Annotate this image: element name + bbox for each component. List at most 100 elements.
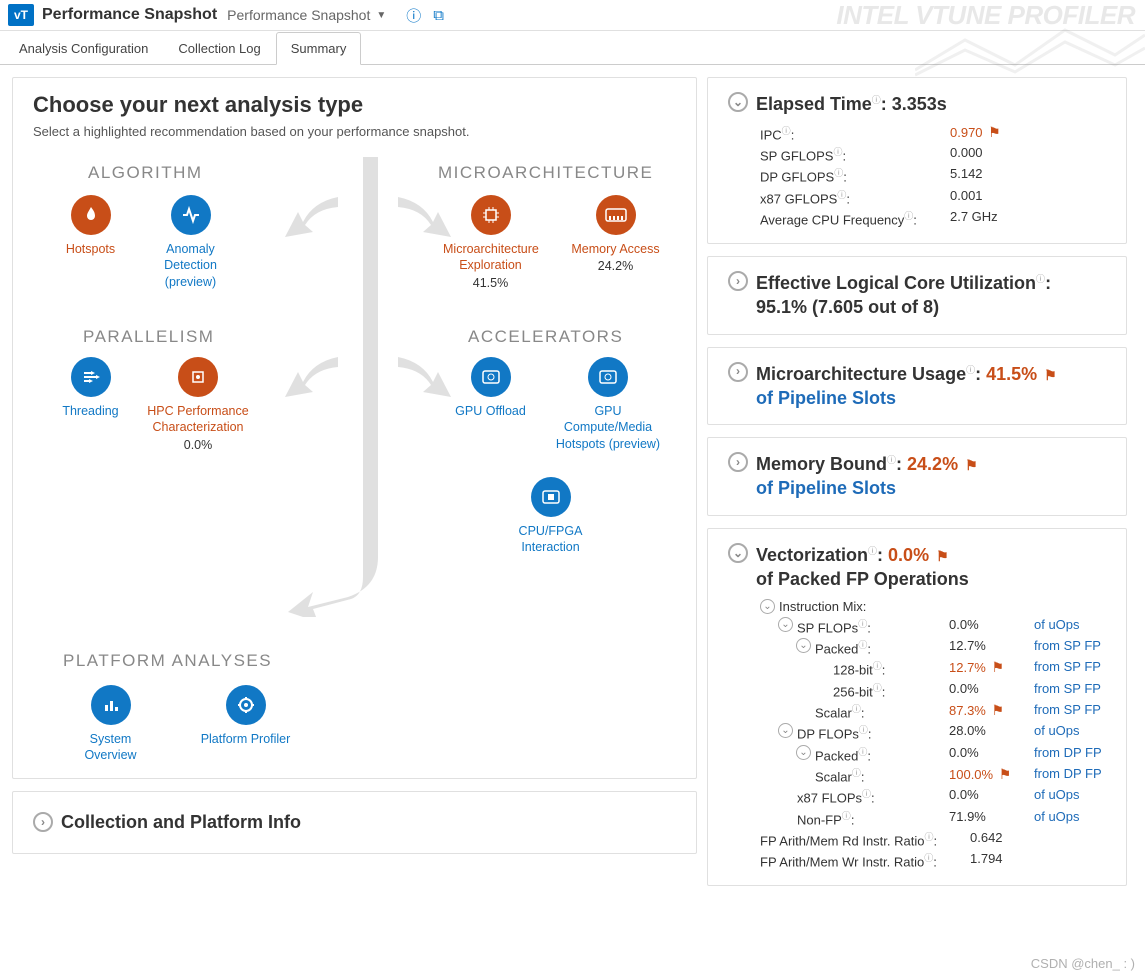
hotspots-icon (71, 195, 111, 235)
microarch-usage-panel: › Microarchitecture Usageⓘ: 41.5% ⚑ of P… (707, 347, 1127, 426)
analysis-grid: ALGORITHM Hotspots Anomaly Detection (pr… (33, 157, 676, 617)
metric-link[interactable]: of uOps (1034, 617, 1080, 635)
metric-link[interactable]: from DP FP (1034, 745, 1102, 763)
microexp-label: Microarchitecture Exploration (443, 241, 538, 274)
dropdown-caret-icon[interactable]: ▼ (376, 10, 386, 21)
analysis-fpga[interactable]: CPU/FPGA Interaction (503, 477, 598, 556)
analysis-gpucompute[interactable]: GPU Compute/Media Hotspots (preview) (553, 357, 663, 452)
category-microarch: MICROARCHITECTURE (438, 163, 653, 183)
metric-value: 100.0% ⚑ (949, 766, 1034, 784)
collapse-icon[interactable]: ⌄ (796, 745, 811, 760)
hotspots-label: Hotspots (43, 241, 138, 257)
membound-header: Memory Boundⓘ: 24.2% ⚑ of Pipeline Slots (756, 452, 1106, 501)
collapse-icon[interactable]: ⌄ (778, 617, 793, 632)
elapsed-header: Elapsed Timeⓘ: 3.353s (756, 92, 1106, 116)
metric-link[interactable]: from DP FP (1034, 766, 1102, 784)
metric-row: 256-bitⓘ: 0.0% from SP FP (760, 679, 1106, 700)
memaccess-icon (596, 195, 636, 235)
metric-value: 87.3% ⚑ (949, 702, 1034, 720)
sysoverview-label: System Overview (63, 731, 158, 764)
metric-link[interactable]: of uOps (1034, 787, 1080, 805)
metric-value: 2.7 GHz (950, 209, 1035, 227)
metric-row: 128-bitⓘ: 12.7% ⚑ from SP FP (760, 658, 1106, 679)
metric-key: Packedⓘ: (815, 745, 949, 763)
expand-icon[interactable]: › (728, 452, 748, 472)
collection-title: Collection and Platform Info (61, 812, 301, 833)
metric-value: 12.7% ⚑ (949, 659, 1034, 677)
vector-header: Vectorizationⓘ: 0.0% ⚑ of Packed FP Oper… (756, 543, 1106, 592)
effective-core-panel: › Effective Logical Core Utilizationⓘ: 9… (707, 256, 1127, 335)
main-subtitle: Select a highlighted recommendation base… (33, 124, 676, 139)
metric-link[interactable]: of uOps (1034, 809, 1080, 827)
header-dropdown[interactable]: Performance Snapshot (227, 7, 370, 23)
collapse-icon[interactable]: ⌄ (778, 723, 793, 738)
metric-link[interactable]: from SP FP (1034, 638, 1101, 656)
expand-icon[interactable]: › (728, 362, 748, 382)
analysis-threading[interactable]: Threading (43, 357, 138, 419)
fpga-label: CPU/FPGA Interaction (503, 523, 598, 556)
metric-value: 0.642 (970, 830, 1055, 848)
help-icon[interactable]: ⓘ (406, 5, 421, 26)
collapse-icon[interactable]: ⌄ (728, 92, 748, 112)
anomaly-icon (171, 195, 211, 235)
anomaly-label: Anomaly Detection (preview) (143, 241, 238, 290)
metric-link[interactable]: from SP FP (1034, 702, 1101, 720)
metric-value: 12.7% (949, 638, 1034, 656)
analysis-gpuoffload[interactable]: GPU Offload (443, 357, 538, 419)
main-title: Choose your next analysis type (33, 92, 676, 118)
metric-row: ⌄SP FLOPsⓘ: 0.0% of uOps (760, 615, 1106, 636)
collection-info-panel: › Collection and Platform Info (12, 791, 697, 854)
analysis-anomaly[interactable]: Anomaly Detection (preview) (143, 195, 238, 290)
collapse-icon[interactable]: ⌄ (760, 599, 775, 614)
analysis-hpc[interactable]: HPC Performance Characterization 0.0% (143, 357, 253, 452)
metric-value: 0.0% (949, 681, 1034, 699)
copy-icon[interactable]: ⧉ (433, 7, 444, 24)
platprof-label: Platform Profiler (198, 731, 293, 747)
metric-link[interactable]: from SP FP (1034, 659, 1101, 677)
metric-link[interactable]: from SP FP (1034, 681, 1101, 699)
gpucompute-icon (588, 357, 628, 397)
analysis-memaccess[interactable]: Memory Access 24.2% (568, 195, 663, 273)
metric-key: x87 GFLOPSⓘ: (760, 188, 950, 206)
analysis-sysoverview[interactable]: System Overview (63, 685, 158, 764)
metric-row: ⌄Packedⓘ: 0.0% from DP FP (760, 743, 1106, 764)
metric-key: IPCⓘ: (760, 124, 950, 142)
metric-value: 0.0% (949, 617, 1034, 635)
gpuoffload-icon (471, 357, 511, 397)
metric-value: 0.001 (950, 188, 1035, 206)
instruction-mix-row: ⌄ Instruction Mix: (760, 597, 1106, 615)
analysis-hotspots[interactable]: Hotspots (43, 195, 138, 257)
mix-label: Instruction Mix: (779, 599, 866, 614)
wave-decoration (915, 20, 1145, 80)
category-parallelism: PARALLELISM (83, 327, 214, 347)
expand-icon[interactable]: › (728, 271, 748, 291)
flow-arrows-decoration (283, 157, 453, 617)
tab-collection-log[interactable]: Collection Log (163, 32, 275, 65)
vector-metrics: ⌄ Instruction Mix: ⌄SP FLOPsⓘ: 0.0% of u… (760, 597, 1106, 871)
tab-summary[interactable]: Summary (276, 32, 362, 65)
collapse-icon[interactable]: ⌄ (796, 638, 811, 653)
metric-link[interactable]: of uOps (1034, 723, 1080, 741)
metric-row: DP GFLOPSⓘ: 5.142 (760, 165, 1106, 186)
metric-row: Scalarⓘ: 87.3% ⚑ from SP FP (760, 701, 1106, 722)
threading-icon (71, 357, 111, 397)
analysis-platprof[interactable]: Platform Profiler (198, 685, 293, 764)
platform-section: PLATFORM ANALYSES System Overview Platfo… (33, 651, 676, 764)
category-accelerators: ACCELERATORS (468, 327, 623, 347)
tab-analysis-config[interactable]: Analysis Configuration (4, 32, 163, 65)
memaccess-label: Memory Access (568, 241, 663, 257)
hpc-label: HPC Performance Characterization (143, 403, 253, 436)
expand-icon[interactable]: › (33, 812, 53, 832)
metric-key: 128-bitⓘ: (833, 659, 949, 677)
collapse-icon[interactable]: ⌄ (728, 543, 748, 563)
memory-bound-panel: › Memory Boundⓘ: 24.2% ⚑ of Pipeline Slo… (707, 437, 1127, 516)
metric-row: Non-FPⓘ: 71.9% of uOps (760, 807, 1106, 828)
vtune-logo: vT (8, 4, 34, 26)
analysis-microexp[interactable]: Microarchitecture Exploration 41.5% (443, 195, 538, 290)
fpga-icon (531, 477, 571, 517)
metric-key: Average CPU Frequencyⓘ: (760, 209, 950, 227)
metric-value: 0.0% (949, 787, 1034, 805)
app-header: vT Performance Snapshot Performance Snap… (0, 0, 1145, 31)
metric-row: ⌄DP FLOPsⓘ: 28.0% of uOps (760, 722, 1106, 743)
metric-key: x87 FLOPsⓘ: (797, 787, 949, 805)
